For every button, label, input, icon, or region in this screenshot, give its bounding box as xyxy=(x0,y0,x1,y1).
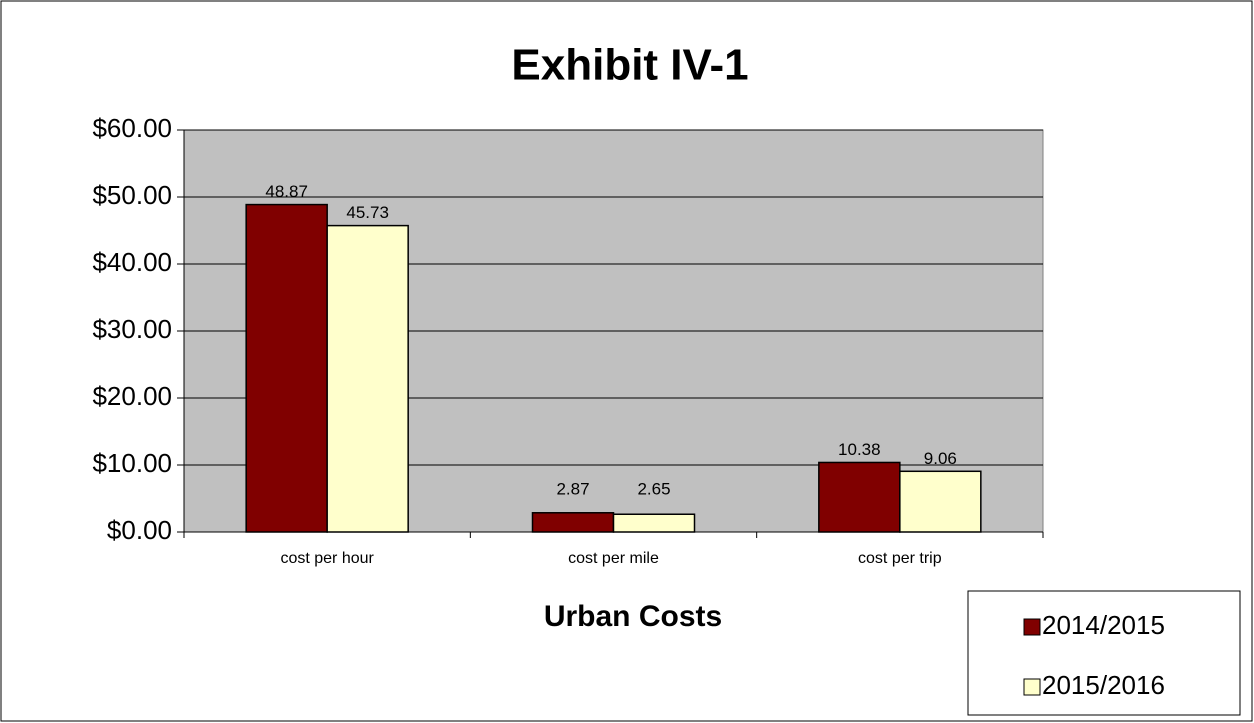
legend xyxy=(967,590,1241,716)
y-tick-label: $50.00 xyxy=(92,180,172,210)
x-tick-label: cost per mile xyxy=(568,550,659,567)
bar xyxy=(612,513,696,533)
bar xyxy=(899,470,982,533)
data-label: 45.73 xyxy=(346,203,389,222)
y-tick-label: $10.00 xyxy=(92,448,172,478)
legend-swatch xyxy=(1023,678,1041,696)
data-label: 9.06 xyxy=(924,449,957,468)
bar xyxy=(245,203,328,533)
data-label: 2.65 xyxy=(637,479,670,498)
data-label: 48.87 xyxy=(265,182,308,201)
bar xyxy=(818,461,901,533)
y-tick-label: $20.00 xyxy=(92,381,172,411)
data-label: 10.38 xyxy=(838,440,881,459)
x-tick-label: cost per hour xyxy=(280,550,374,567)
y-tick-label: $30.00 xyxy=(92,314,172,344)
y-tick-label: $0.00 xyxy=(107,515,172,545)
y-tick-label: $40.00 xyxy=(92,247,172,277)
legend-label: 2014/2015 xyxy=(1042,610,1165,640)
chart-title: Exhibit IV-1 xyxy=(511,41,748,90)
data-label: 2.87 xyxy=(556,479,589,498)
legend-swatch xyxy=(1023,618,1041,636)
legend-label: 2015/2016 xyxy=(1042,670,1165,700)
x-tick-label: cost per trip xyxy=(858,550,942,567)
x-axis-title: Urban Costs xyxy=(544,600,722,633)
y-tick-label: $60.00 xyxy=(92,113,172,143)
bar xyxy=(326,224,409,533)
bar xyxy=(531,512,615,533)
